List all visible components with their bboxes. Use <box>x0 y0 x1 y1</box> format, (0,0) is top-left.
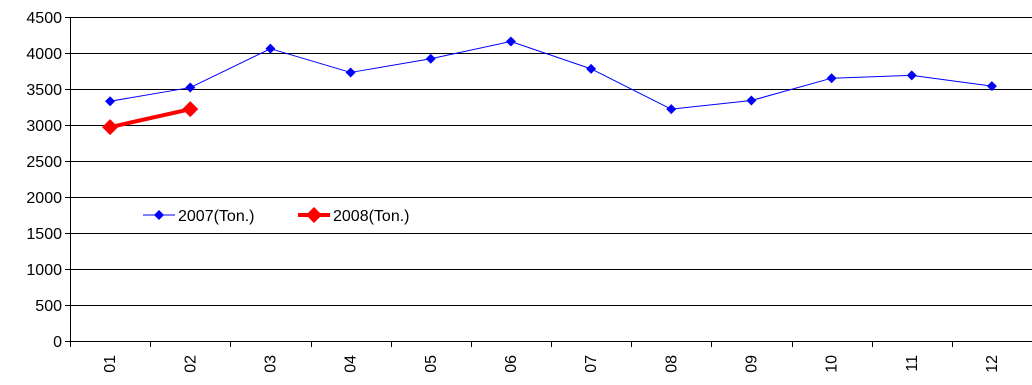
x-tick-label: 12 <box>984 355 1001 373</box>
x-tick-label: 09 <box>743 355 760 373</box>
x-tick-label: 03 <box>262 355 279 373</box>
data-point <box>906 70 917 81</box>
y-tick-label: 500 <box>35 298 62 315</box>
x-tick-label: 07 <box>583 355 600 373</box>
data-point <box>105 96 116 107</box>
series-lines <box>102 36 997 136</box>
legend-label: 2008(Ton.) <box>333 208 410 225</box>
x-tick-label: 06 <box>503 355 520 373</box>
data-point <box>185 82 196 93</box>
x-tick-label: 10 <box>824 355 841 373</box>
y-tick-label: 4500 <box>26 10 62 27</box>
y-tick-label: 2500 <box>26 154 62 171</box>
data-point <box>746 95 757 106</box>
axes <box>65 17 1032 347</box>
x-tick-label: 11 <box>904 355 921 372</box>
data-point <box>826 73 837 84</box>
y-tick-label: 2000 <box>26 190 62 207</box>
series-line-1 <box>109 40 992 110</box>
grid-lines <box>70 17 1032 306</box>
data-point <box>102 119 119 136</box>
y-tick-label: 3500 <box>26 82 62 99</box>
legend: 2007(Ton.) 2008(Ton.) <box>143 207 410 225</box>
y-axis-tick-labels: 0 500 1000 1500 2000 2500 3000 3500 4000 4500 <box>26 10 62 351</box>
x-tick-label: 01 <box>102 355 119 373</box>
data-point <box>182 101 199 118</box>
legend-swatch-marker <box>306 207 322 223</box>
x-tick-label: 08 <box>663 355 680 373</box>
x-tick-label: 05 <box>423 355 440 373</box>
y-tick-label: 4000 <box>26 46 62 63</box>
y-tick-label: 3000 <box>26 118 62 135</box>
y-tick-label: 1500 <box>26 226 62 243</box>
series-line-2 <box>109 107 191 130</box>
x-tick-label: 04 <box>343 355 360 373</box>
data-point <box>666 104 677 115</box>
data-point <box>425 53 436 64</box>
data-point <box>986 81 997 92</box>
y-tick-label: 1000 <box>26 262 62 279</box>
y-tick-label: 0 <box>53 334 62 351</box>
data-point <box>505 36 516 47</box>
x-axis-tick-labels: 01 02 03 04 05 06 07 08 09 10 11 12 <box>102 355 1001 373</box>
legend-swatch-marker <box>154 210 164 220</box>
data-point <box>265 43 276 54</box>
legend-label: 2007(Ton.) <box>178 208 255 225</box>
data-point <box>586 63 597 74</box>
data-point <box>345 67 356 78</box>
x-tick-label: 02 <box>182 355 199 373</box>
